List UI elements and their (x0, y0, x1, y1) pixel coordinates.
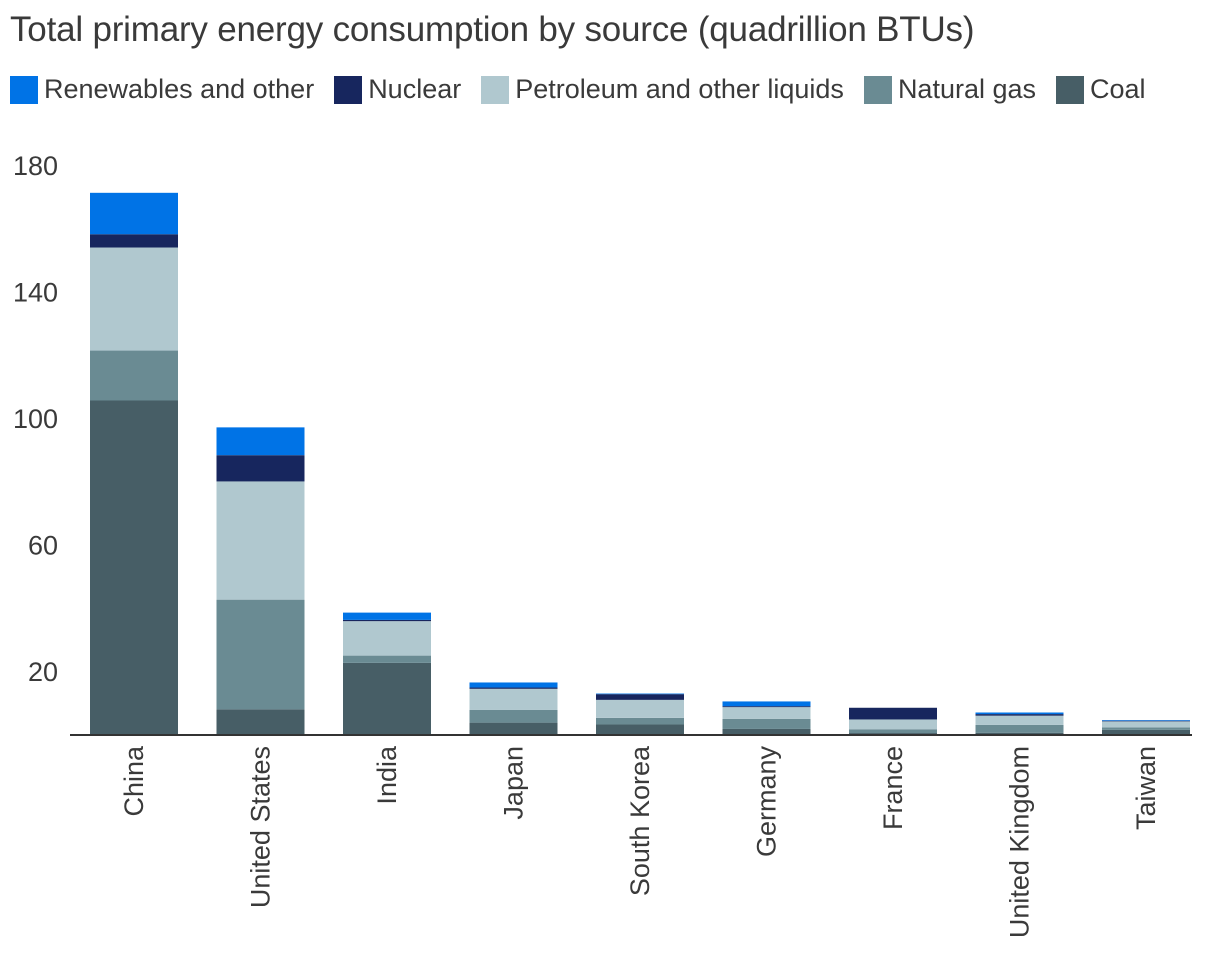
y-tick-label-180: 180 (13, 151, 58, 181)
bar-segment-natural-gas-france (849, 729, 937, 734)
x-axis-labels: China United States India Japan South Korea G… (119, 745, 1161, 938)
legend-label-renewables: Renewables and other (44, 74, 315, 104)
y-tick-label-140: 140 (13, 277, 58, 307)
legend-item-petroleum: Petroleum and other liquids (481, 74, 844, 105)
bar-segment-natural-gas-united-states (216, 599, 305, 710)
x-tick-label-china: China (119, 745, 149, 817)
bar-segment-coal-taiwan (1102, 729, 1190, 734)
bar-segment-petroleum-and-other-liquids-france (849, 719, 937, 730)
bar-segment-coal-united-states (216, 709, 305, 734)
bar-segment-nuclear-south-korea (596, 694, 684, 700)
bar-segment-natural-gas-china (90, 350, 178, 401)
bar-segment-nuclear-germany (722, 706, 811, 708)
bar-segment-coal-germany (722, 728, 811, 734)
bar-segment-petroleum-and-other-liquids-united-states (216, 481, 305, 600)
bar-segment-petroleum-and-other-liquids-india (343, 621, 431, 656)
legend-label-nuclear: Nuclear (368, 74, 462, 104)
bar-segment-natural-gas-japan (469, 709, 558, 723)
bar-segment-natural-gas-south-korea (596, 717, 684, 725)
bar-segment-renewables-and-other-china (90, 192, 178, 235)
x-tick-label-india: India (372, 745, 402, 805)
x-tick-label-germany: Germany (752, 746, 782, 858)
bar-segment-coal-united-kingdom (975, 732, 1064, 734)
legend-item-natural-gas: Natural gas (863, 74, 1037, 105)
bar-segment-petroleum-and-other-liquids-south-korea (596, 699, 684, 718)
bar-segment-petroleum-and-other-liquids-taiwan (1102, 721, 1190, 728)
legend-label-petroleum: Petroleum and other liquids (515, 74, 844, 104)
x-tick-label-united-kingdom: United Kingdom (1005, 746, 1035, 938)
bar-segment-renewables-and-other-japan (469, 682, 558, 688)
bar-segment-nuclear-taiwan (1102, 720, 1190, 722)
chart-legend: Renewables and other Nuclear Petroleum a… (10, 74, 1146, 105)
bar-segment-natural-gas-taiwan (1102, 727, 1190, 730)
legend-label-natural-gas: Natural gas (897, 74, 1037, 104)
legend-label-coal: Coal (1090, 74, 1146, 104)
bar-segment-petroleum-and-other-liquids-germany (722, 707, 811, 719)
y-axis-ticks: 20 60 100 140 180 (13, 151, 58, 687)
bar-segment-coal-france (849, 733, 937, 734)
y-tick-label-20: 20 (28, 657, 58, 687)
bar-segment-renewables-and-other-germany (722, 701, 811, 707)
bar-segment-nuclear-united-states (216, 455, 305, 482)
bar-segment-coal-india (343, 662, 431, 734)
x-tick-label-france: France (878, 746, 908, 830)
bar-segment-natural-gas-india (343, 655, 431, 663)
bar-segment-renewables-and-other-united-kingdom (975, 712, 1064, 715)
bar-segment-renewables-and-other-south-korea (596, 693, 684, 695)
bar-segment-natural-gas-germany (722, 718, 811, 729)
bars-group (90, 192, 1190, 734)
legend-item-renewables: Renewables and other (10, 74, 314, 105)
x-tick-label-japan: Japan (499, 746, 529, 820)
bar-segment-renewables-and-other-india (343, 612, 431, 620)
bar-segment-nuclear-china (90, 234, 178, 248)
x-tick-label-taiwan: Taiwan (1131, 746, 1161, 830)
legend-swatch-coal (1056, 75, 1085, 104)
legend-swatch-nuclear (334, 75, 363, 104)
bar-segment-coal-south-korea (596, 724, 684, 734)
x-tick-label-united-states: United States (246, 746, 276, 908)
bar-segment-nuclear-india (343, 619, 431, 622)
legend-item-nuclear: Nuclear (334, 74, 461, 105)
bar-segment-renewables-and-other-taiwan (1102, 720, 1190, 721)
bar-segment-nuclear-united-kingdom (975, 714, 1064, 716)
legend-swatch-natural-gas (863, 75, 892, 104)
chart-title: Total primary energy consumption by sour… (10, 10, 975, 49)
legend-item-coal: Coal (1056, 74, 1146, 105)
legend-swatch-renewables (10, 75, 38, 104)
bar-segment-nuclear-france (849, 707, 937, 720)
bar-segment-renewables-and-other-united-states (216, 427, 305, 456)
bar-segment-coal-japan (469, 722, 558, 734)
bar-segment-natural-gas-united-kingdom (975, 724, 1064, 733)
legend-swatch-petroleum (481, 75, 510, 104)
bar-segment-petroleum-and-other-liquids-united-kingdom (975, 715, 1064, 725)
y-tick-label-100: 100 (13, 404, 58, 434)
x-tick-label-south-korea: South Korea (625, 745, 655, 896)
y-tick-label-60: 60 (28, 530, 58, 560)
bar-segment-nuclear-japan (469, 687, 558, 689)
bar-segment-coal-china (90, 400, 178, 734)
bar-segment-petroleum-and-other-liquids-japan (469, 688, 558, 710)
bar-segment-petroleum-and-other-liquids-china (90, 247, 178, 351)
